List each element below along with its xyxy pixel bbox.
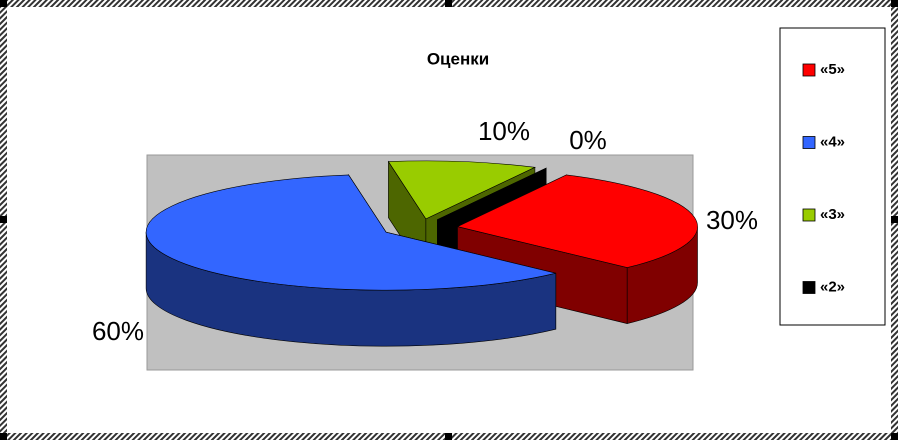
data-label: 60%	[92, 316, 144, 346]
legend-label: «4»	[820, 133, 845, 150]
slice-top	[145, 174, 556, 291]
chart-title: Оценки	[427, 49, 489, 68]
pie-slice	[145, 173, 557, 347]
data-label: 30%	[706, 205, 758, 235]
slice-top	[387, 160, 536, 220]
slice-top	[456, 174, 698, 268]
legend-swatch	[802, 281, 816, 294]
pie	[145, 160, 698, 347]
slice-top	[437, 167, 547, 221]
legend-label: «2»	[820, 278, 845, 295]
legend-swatch	[802, 136, 816, 149]
legend-label: «3»	[820, 206, 845, 223]
legend-label: «5»	[820, 61, 845, 78]
legend	[779, 27, 886, 326]
legend-swatch	[802, 63, 816, 77]
data-label: 10%	[478, 116, 530, 146]
legend-swatch	[802, 208, 816, 222]
data-label: 0%	[569, 125, 607, 155]
